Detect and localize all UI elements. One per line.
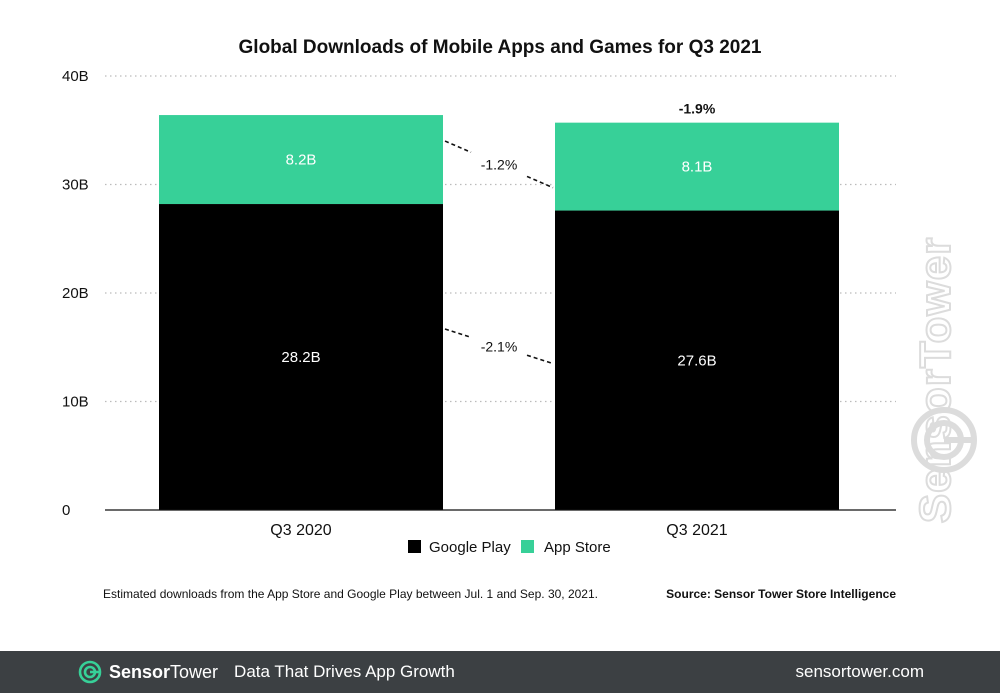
y-tick-label: 10B <box>62 394 89 411</box>
y-tick-label: 0 <box>62 502 70 519</box>
chart-title: Global Downloads of Mobile Apps and Game… <box>239 37 762 58</box>
google-play-change-line <box>526 354 554 365</box>
brand-part2: Tower <box>170 661 219 682</box>
footer-url[interactable]: sensortower.com <box>795 662 925 681</box>
legend-swatch <box>521 540 534 553</box>
footnote: Estimated downloads from the App Store a… <box>103 587 598 601</box>
x-category-label: Q3 2020 <box>270 522 331 539</box>
bar-data-label: 8.1B <box>682 159 713 176</box>
total-change-label: -1.9% <box>679 101 716 117</box>
google-play-change-line <box>444 328 472 339</box>
brand-part1: Sensor <box>109 661 171 682</box>
footer-bar: SensorTower Data That Drives App Growth … <box>0 651 1000 693</box>
app-store-change-line <box>526 175 554 189</box>
bar-google-play <box>159 204 443 510</box>
footer-brand: SensorTower <box>109 662 218 683</box>
legend-label: Google Play <box>429 539 511 556</box>
y-tick-label: 30B <box>62 177 89 194</box>
legend-swatch <box>408 540 421 553</box>
chart: Global Downloads of Mobile Apps and Game… <box>62 37 977 601</box>
google-play-change-label: -2.1% <box>481 338 518 354</box>
bar-app-store <box>159 115 443 205</box>
app-store-change-label: -1.2% <box>481 156 518 172</box>
source-note: Source: Sensor Tower Store Intelligence <box>666 587 896 601</box>
bar-data-label: 8.2B <box>286 152 317 169</box>
bar-data-label: 27.6B <box>677 352 716 369</box>
footer-tagline: Data That Drives App Growth <box>234 662 455 681</box>
y-tick-label: 20B <box>62 285 89 302</box>
bar-data-label: 28.2B <box>281 349 320 366</box>
app-store-change-line <box>444 140 472 154</box>
bar-google-play <box>555 210 839 511</box>
legend-label: App Store <box>544 539 611 556</box>
sensortower-logo-icon <box>78 660 102 684</box>
watermark: SensorTower <box>910 236 977 524</box>
bar-app-store <box>555 122 839 211</box>
y-tick-label: 40B <box>62 68 89 85</box>
watermark-text: SensorTower <box>911 237 960 523</box>
footer-logo[interactable]: SensorTower <box>78 660 218 684</box>
x-category-label: Q3 2021 <box>666 522 727 539</box>
watermark-logo-icon <box>911 407 977 473</box>
